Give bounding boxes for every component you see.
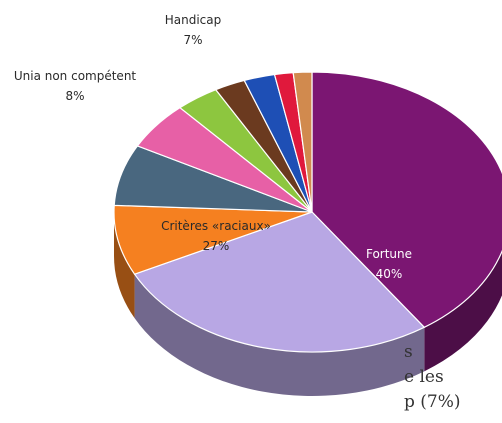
pie-slice-9 xyxy=(292,71,313,213)
slice-label-0: Fortune xyxy=(366,247,412,261)
pie-side-0 xyxy=(424,251,502,372)
slice-value-3: 7% xyxy=(183,33,202,47)
slice-value-0: 40% xyxy=(376,267,403,281)
pie-labels: Fortune 40% Critères «raciaux» 27% Unia non … xyxy=(14,13,412,281)
slice-value-1: 27% xyxy=(203,239,230,253)
pie-slice-1 xyxy=(133,211,426,353)
slice-label-3: Handicap xyxy=(165,13,222,27)
pie-side-1 xyxy=(134,274,425,396)
pie-side-2 xyxy=(114,212,135,319)
pie-slice-0 xyxy=(311,71,502,329)
slice-value-2: 8% xyxy=(65,89,84,103)
slice-label-2: Unia non compétent xyxy=(14,69,137,83)
pie-top xyxy=(113,71,502,353)
pie-side xyxy=(114,212,502,396)
background-body-text: s e les p (7%) xyxy=(404,342,461,412)
slice-label-1: Critères «raciaux» xyxy=(161,219,271,233)
pie-slice-2 xyxy=(113,204,313,275)
